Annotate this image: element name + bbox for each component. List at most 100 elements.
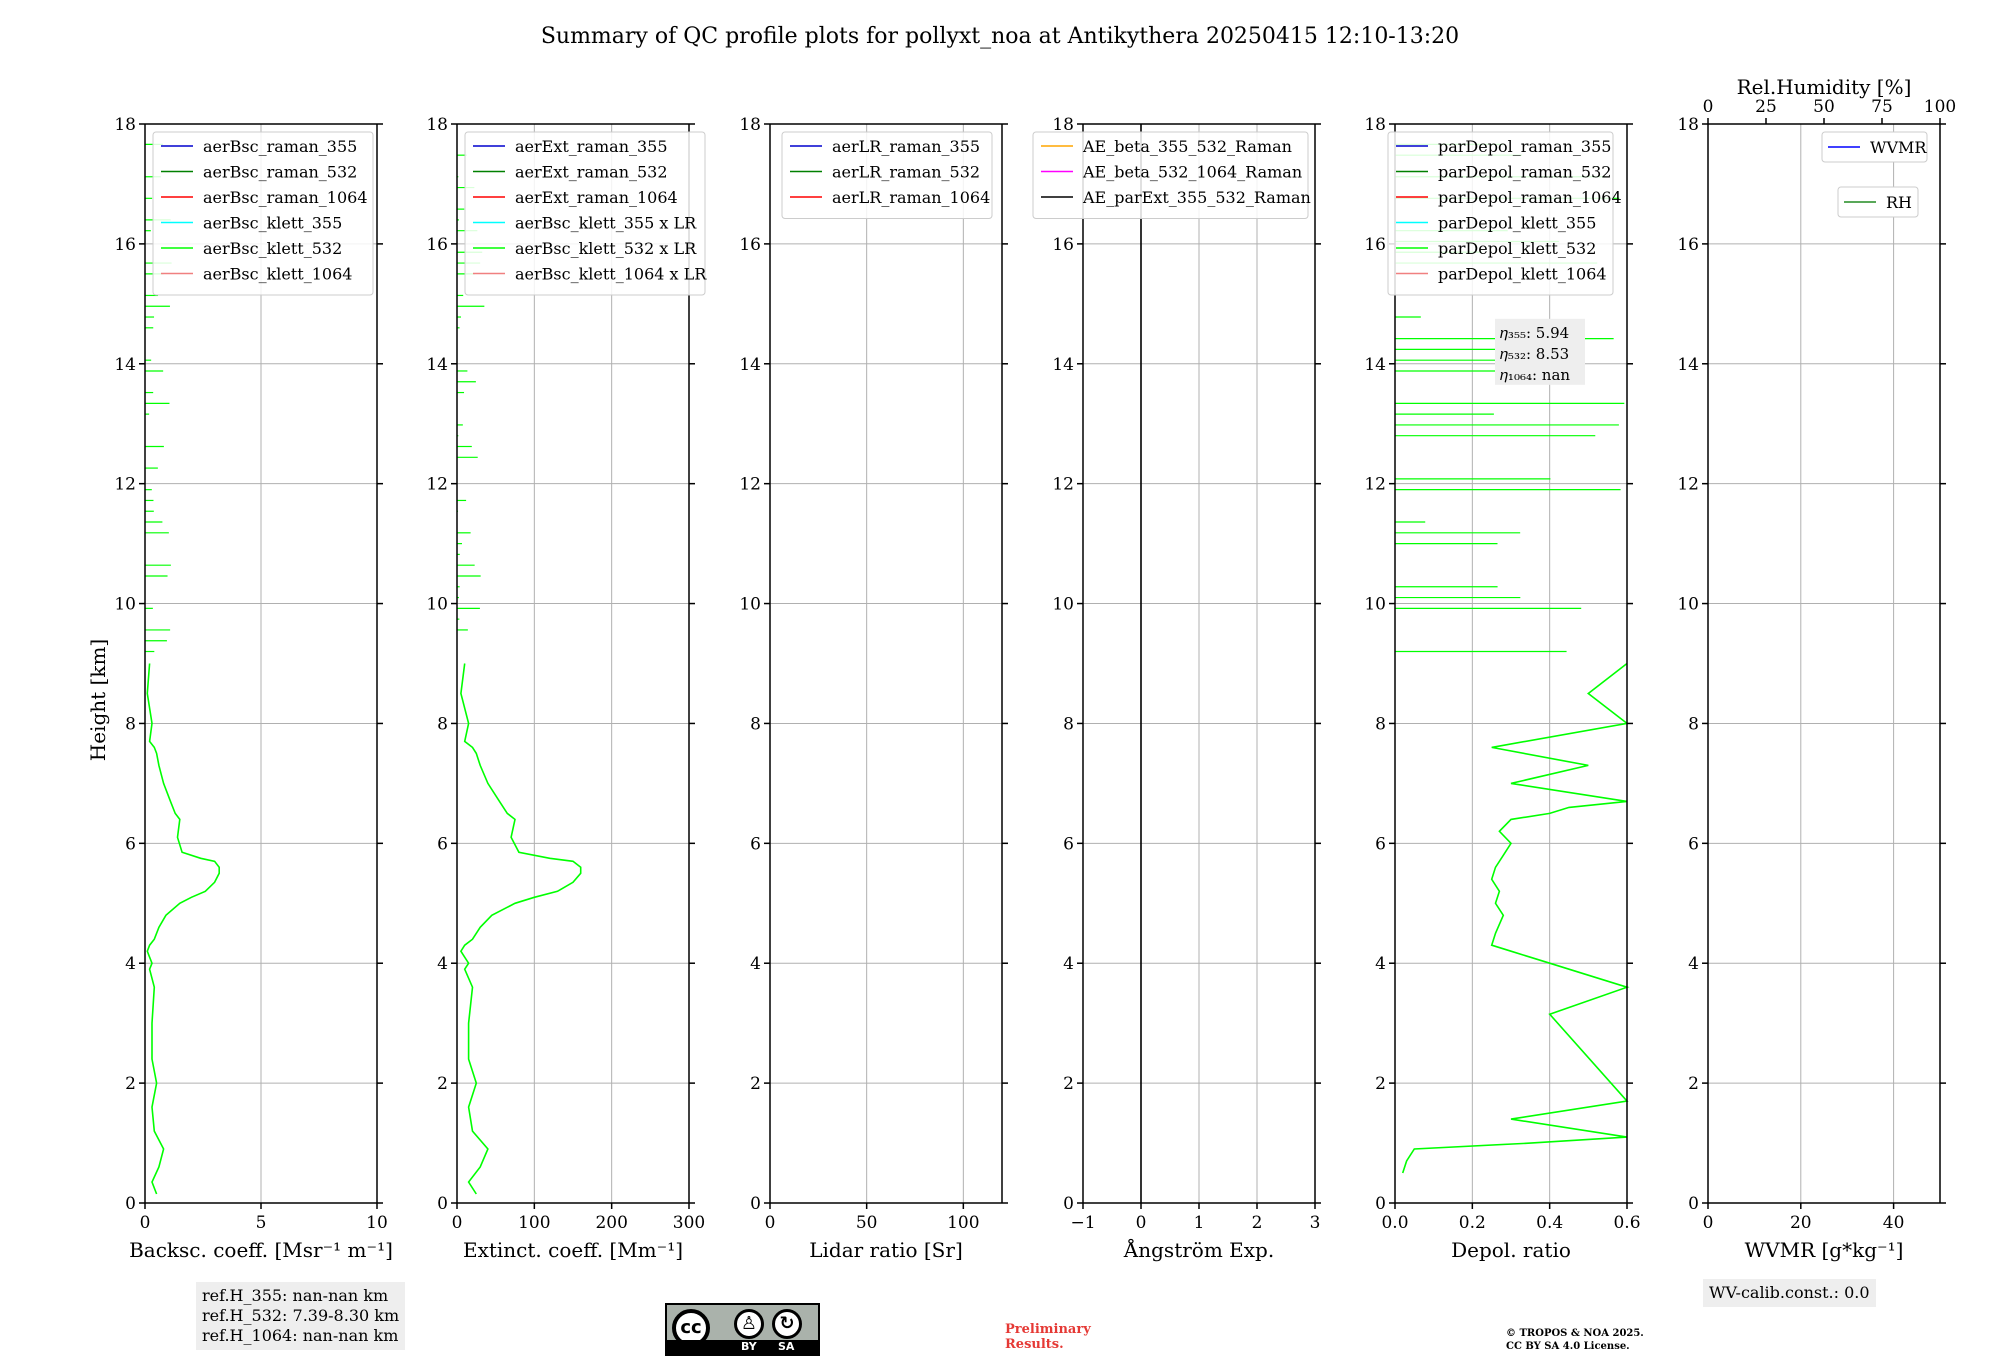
y-tick-label: 2 [750, 1074, 761, 1094]
legend-frame [1837, 186, 1919, 218]
x-tick-label: 0.0 [1381, 1213, 1408, 1233]
legend-label: aerExt_raman_1064 [515, 188, 678, 207]
x-tick-label: 10 [366, 1213, 388, 1233]
legend-label: AE_beta_355_532_Raman [1082, 137, 1292, 156]
y-tick-label: 2 [1688, 1074, 1699, 1094]
preliminary-line2: Results. [1005, 1337, 1064, 1352]
y-tick-label: 0 [437, 1194, 448, 1214]
top-tick-label: 50 [1813, 97, 1835, 117]
plot-area [145, 143, 220, 1195]
by-label: BY [741, 1340, 757, 1353]
legend: aerLR_raman_355 aerLR_raman_532 aerLR_rama… [781, 131, 993, 219]
cc-license-badge: cc ♙ ↻ BY SA [665, 1303, 820, 1356]
y-tick-label: 12 [426, 475, 448, 495]
y-tick-label: 0 [125, 1194, 136, 1214]
legend-label: aerBsc_raman_355 [203, 137, 357, 156]
x-tick-label: 0 [140, 1213, 151, 1233]
y-tick-label: 18 [1364, 115, 1386, 135]
ref-h-532: ref.H_532: 7.39-8.30 km [202, 1306, 400, 1325]
x-tick-label: 1 [1194, 1213, 1205, 1233]
y-tick-label: 6 [1063, 834, 1074, 854]
legend: WVMR RH [1821, 131, 1928, 218]
y-tick-label: 14 [1052, 355, 1074, 375]
legend: aerExt_raman_355 aerExt_raman_532 aerExt_r… [464, 131, 707, 296]
legend-label: aerBsc_klett_532 [203, 239, 342, 258]
annotation-eta355: 𝜂₃₅₅: 5.94 [1500, 324, 1569, 342]
y-tick-label: 10 [1677, 595, 1699, 615]
x-tick-label: 0.6 [1613, 1213, 1640, 1233]
y-tick-label: 10 [739, 595, 761, 615]
y-tick-label: 0 [1688, 1194, 1699, 1214]
legend: AE_beta_355_532_Raman AE_beta_532_1064_Ra… [1032, 131, 1311, 219]
y-tick-label: 16 [426, 235, 448, 255]
legend: aerBsc_raman_355 aerBsc_raman_532 aerBsc_r… [152, 131, 374, 296]
y-tick-label: 16 [1052, 235, 1074, 255]
cc-badge-bottom: BY SA [667, 1340, 818, 1354]
panel-depolarization: 0 2 4 6 8 10 12 14 16 18 0.0 0.2 0.4 0.6 Depol. ratio p… [1364, 115, 1640, 1262]
x-tick-label: 0.2 [1459, 1213, 1486, 1233]
series-line-aerBsc_klett_532 [146, 663, 220, 1195]
x-tick-label: 300 [673, 1213, 705, 1233]
y-tick-label: 14 [114, 355, 136, 375]
y-tick-label: 6 [1375, 834, 1386, 854]
x-axis-label: Lidar ratio [Sr] [809, 1238, 963, 1262]
panel-backscatter: 0 2 4 6 8 10 12 14 16 18 0 5 10 Backsc. coeff. [Msr⁻¹… [114, 115, 393, 1262]
y-tick-label: 8 [437, 714, 448, 734]
series-line-parDepol_klett_532 [1401, 662, 1630, 1174]
y-tick-label: 8 [1063, 714, 1074, 734]
legend-label: parDepol_klett_1064 [1438, 265, 1607, 284]
x-tick-label: 200 [595, 1213, 627, 1233]
legend-label: aerLR_raman_355 [832, 137, 980, 156]
y-tick-label: 18 [739, 115, 761, 135]
top-tick-label: 25 [1755, 97, 1777, 117]
legend-label: aerBsc_klett_1064 [203, 265, 352, 284]
figure-title: Summary of QC profile plots for pollyxt_… [541, 24, 1459, 49]
y-tick-label: 10 [114, 595, 136, 615]
y-tick-label: 2 [1375, 1074, 1386, 1094]
annotation-box [1495, 318, 1585, 385]
y-tick-label: 18 [114, 115, 136, 135]
y-tick-label: 4 [125, 954, 136, 974]
legend-frame [1821, 131, 1928, 163]
annotation-eta532: 𝜂₅₃₂: 8.53 [1500, 345, 1569, 363]
reference-height-box: ref.H_355: nan-nan km ref.H_532: 7.39-8.… [196, 1282, 406, 1350]
x-axis-label: Extinct. coeff. [Mm⁻¹] [463, 1238, 683, 1262]
panel-extinction: 0 2 4 6 8 10 12 14 16 18 0 100 200 300 Extinct. coeff.… [426, 115, 707, 1262]
legend-label: AE_beta_532_1064_Raman [1082, 163, 1302, 182]
legend-label: parDepol_raman_532 [1438, 163, 1611, 182]
x-axis-label: Backsc. coeff. [Msr⁻¹ m⁻¹] [129, 1238, 393, 1262]
x-tick-label: 3 [1310, 1213, 1321, 1233]
y-tick-label: 16 [739, 235, 761, 255]
sa-label: SA [778, 1340, 795, 1353]
y-tick-label: 4 [437, 954, 448, 974]
legend-label: AE_parExt_355_532_Raman [1082, 188, 1311, 207]
y-tick-label: 12 [739, 475, 761, 495]
legend-label: parDepol_raman_355 [1438, 137, 1611, 156]
y-tick-label: 10 [1364, 595, 1386, 615]
y-tick-label: 0 [1063, 1194, 1074, 1214]
x-tick-label: 5 [256, 1213, 267, 1233]
copyright-line2: CC BY SA 4.0 License. [1506, 1341, 1630, 1352]
x-tick-label: 100 [947, 1213, 979, 1233]
legend-label: parDepol_klett_532 [1438, 239, 1596, 258]
legend-label: aerExt_raman_532 [515, 163, 668, 182]
legend-label: aerLR_raman_532 [832, 163, 980, 182]
y-tick-label: 18 [1677, 115, 1699, 135]
y-tick-label: 14 [1364, 355, 1386, 375]
legend-frame [781, 131, 993, 219]
x-tick-label: 50 [856, 1213, 878, 1233]
y-tick-label: 2 [1063, 1074, 1074, 1094]
legend-label: aerBsc_klett_355 [203, 214, 342, 233]
x-tick-label: 0.4 [1536, 1213, 1563, 1233]
x-tick-label: 0 [1703, 1213, 1714, 1233]
y-tick-label: 12 [1052, 475, 1074, 495]
x-tick-label: 0 [452, 1213, 463, 1233]
ref-h-355: ref.H_355: nan-nan km [202, 1286, 389, 1305]
by-person-icon: ♙ [734, 1309, 764, 1339]
legend-label: aerBsc_raman_1064 [203, 188, 368, 207]
x-axis-label: Ångström Exp. [1123, 1237, 1274, 1262]
y-tick-label: 8 [750, 714, 761, 734]
